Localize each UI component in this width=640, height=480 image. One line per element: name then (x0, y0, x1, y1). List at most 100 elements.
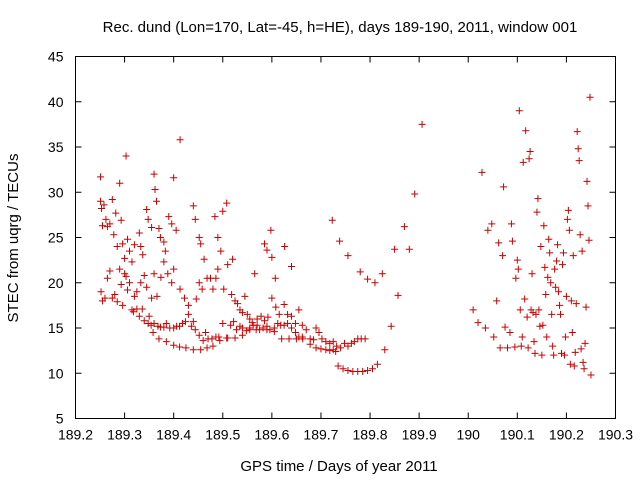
data-point (150, 170, 158, 178)
data-point (371, 279, 379, 287)
data-point (545, 235, 553, 243)
data-point (516, 306, 524, 314)
data-point (298, 333, 306, 341)
data-point (544, 273, 552, 281)
data-point (137, 279, 145, 287)
data-point (102, 215, 110, 223)
data-point (224, 334, 232, 342)
data-point (504, 344, 511, 352)
data-point (336, 237, 344, 245)
data-point (570, 362, 578, 370)
data-point (302, 326, 310, 334)
data-point (113, 243, 121, 251)
data-point (101, 294, 109, 302)
data-point (116, 265, 124, 273)
data-point (191, 326, 199, 334)
data-point (291, 319, 299, 327)
data-point (121, 254, 129, 262)
data-point (558, 349, 565, 357)
data-point (172, 226, 180, 234)
data-point (268, 253, 276, 261)
data-point (148, 294, 156, 302)
data-point (533, 208, 541, 216)
data-point (228, 291, 236, 299)
data-point (555, 288, 563, 296)
data-point (200, 255, 208, 263)
data-point (168, 220, 176, 228)
data-point (576, 231, 584, 239)
data-point (97, 288, 105, 296)
data-point (500, 183, 508, 191)
x-tick-label: 189.6 (254, 427, 289, 443)
data-point (306, 340, 314, 348)
data-point (508, 237, 516, 245)
data-point (568, 329, 576, 337)
data-point (517, 342, 525, 350)
data-point (566, 360, 574, 368)
data-point (547, 279, 555, 287)
data-point (478, 168, 486, 176)
data-point (246, 326, 254, 334)
data-point (238, 331, 246, 339)
data-point (253, 315, 261, 323)
data-point (586, 93, 594, 101)
data-point (168, 279, 176, 287)
data-point (128, 306, 136, 314)
y-tick-label: 30 (48, 184, 64, 200)
data-point (571, 348, 579, 356)
data-point (124, 235, 132, 243)
y-tick-label: 20 (48, 275, 64, 291)
data-point (182, 344, 190, 352)
data-point (148, 224, 156, 232)
data-point (364, 275, 372, 283)
data-point (112, 209, 120, 217)
data-point (488, 220, 496, 228)
data-point (257, 312, 265, 320)
data-point (197, 240, 205, 248)
data-point (261, 240, 268, 248)
data-point (124, 286, 132, 294)
data-point (161, 247, 169, 255)
data-point (373, 360, 381, 368)
data-point (511, 343, 519, 351)
data-point (176, 285, 184, 293)
data-point (219, 319, 227, 327)
data-point (344, 367, 352, 375)
data-point (113, 298, 121, 306)
x-tick-label: 189.7 (303, 427, 338, 443)
data-point (195, 279, 203, 287)
data-point (224, 261, 232, 269)
data-point (585, 236, 593, 244)
data-point (164, 270, 172, 278)
data-point (280, 321, 288, 329)
data-point (332, 348, 340, 356)
data-point (326, 347, 334, 355)
data-point (539, 321, 547, 329)
data-point (418, 120, 426, 128)
data-point (111, 291, 119, 299)
data-point (122, 272, 130, 280)
data-point (130, 292, 138, 300)
data-point (130, 241, 138, 249)
data-point (261, 317, 268, 325)
data-point (513, 256, 521, 264)
data-point (126, 247, 133, 255)
data-point (481, 324, 489, 332)
data-point (165, 213, 173, 221)
data-point (189, 202, 197, 210)
data-point (119, 301, 127, 309)
data-point (227, 321, 235, 329)
data-point (176, 136, 184, 144)
data-point (284, 310, 292, 318)
data-point (577, 345, 585, 353)
data-point (546, 249, 554, 257)
data-point (197, 346, 205, 354)
data-point (295, 306, 303, 314)
data-point (361, 335, 369, 343)
data-point (364, 367, 372, 375)
data-point (270, 328, 278, 336)
data-point (271, 274, 279, 282)
x-tick-label: 190.1 (500, 427, 535, 443)
data-point (490, 333, 498, 341)
data-point (253, 321, 261, 329)
